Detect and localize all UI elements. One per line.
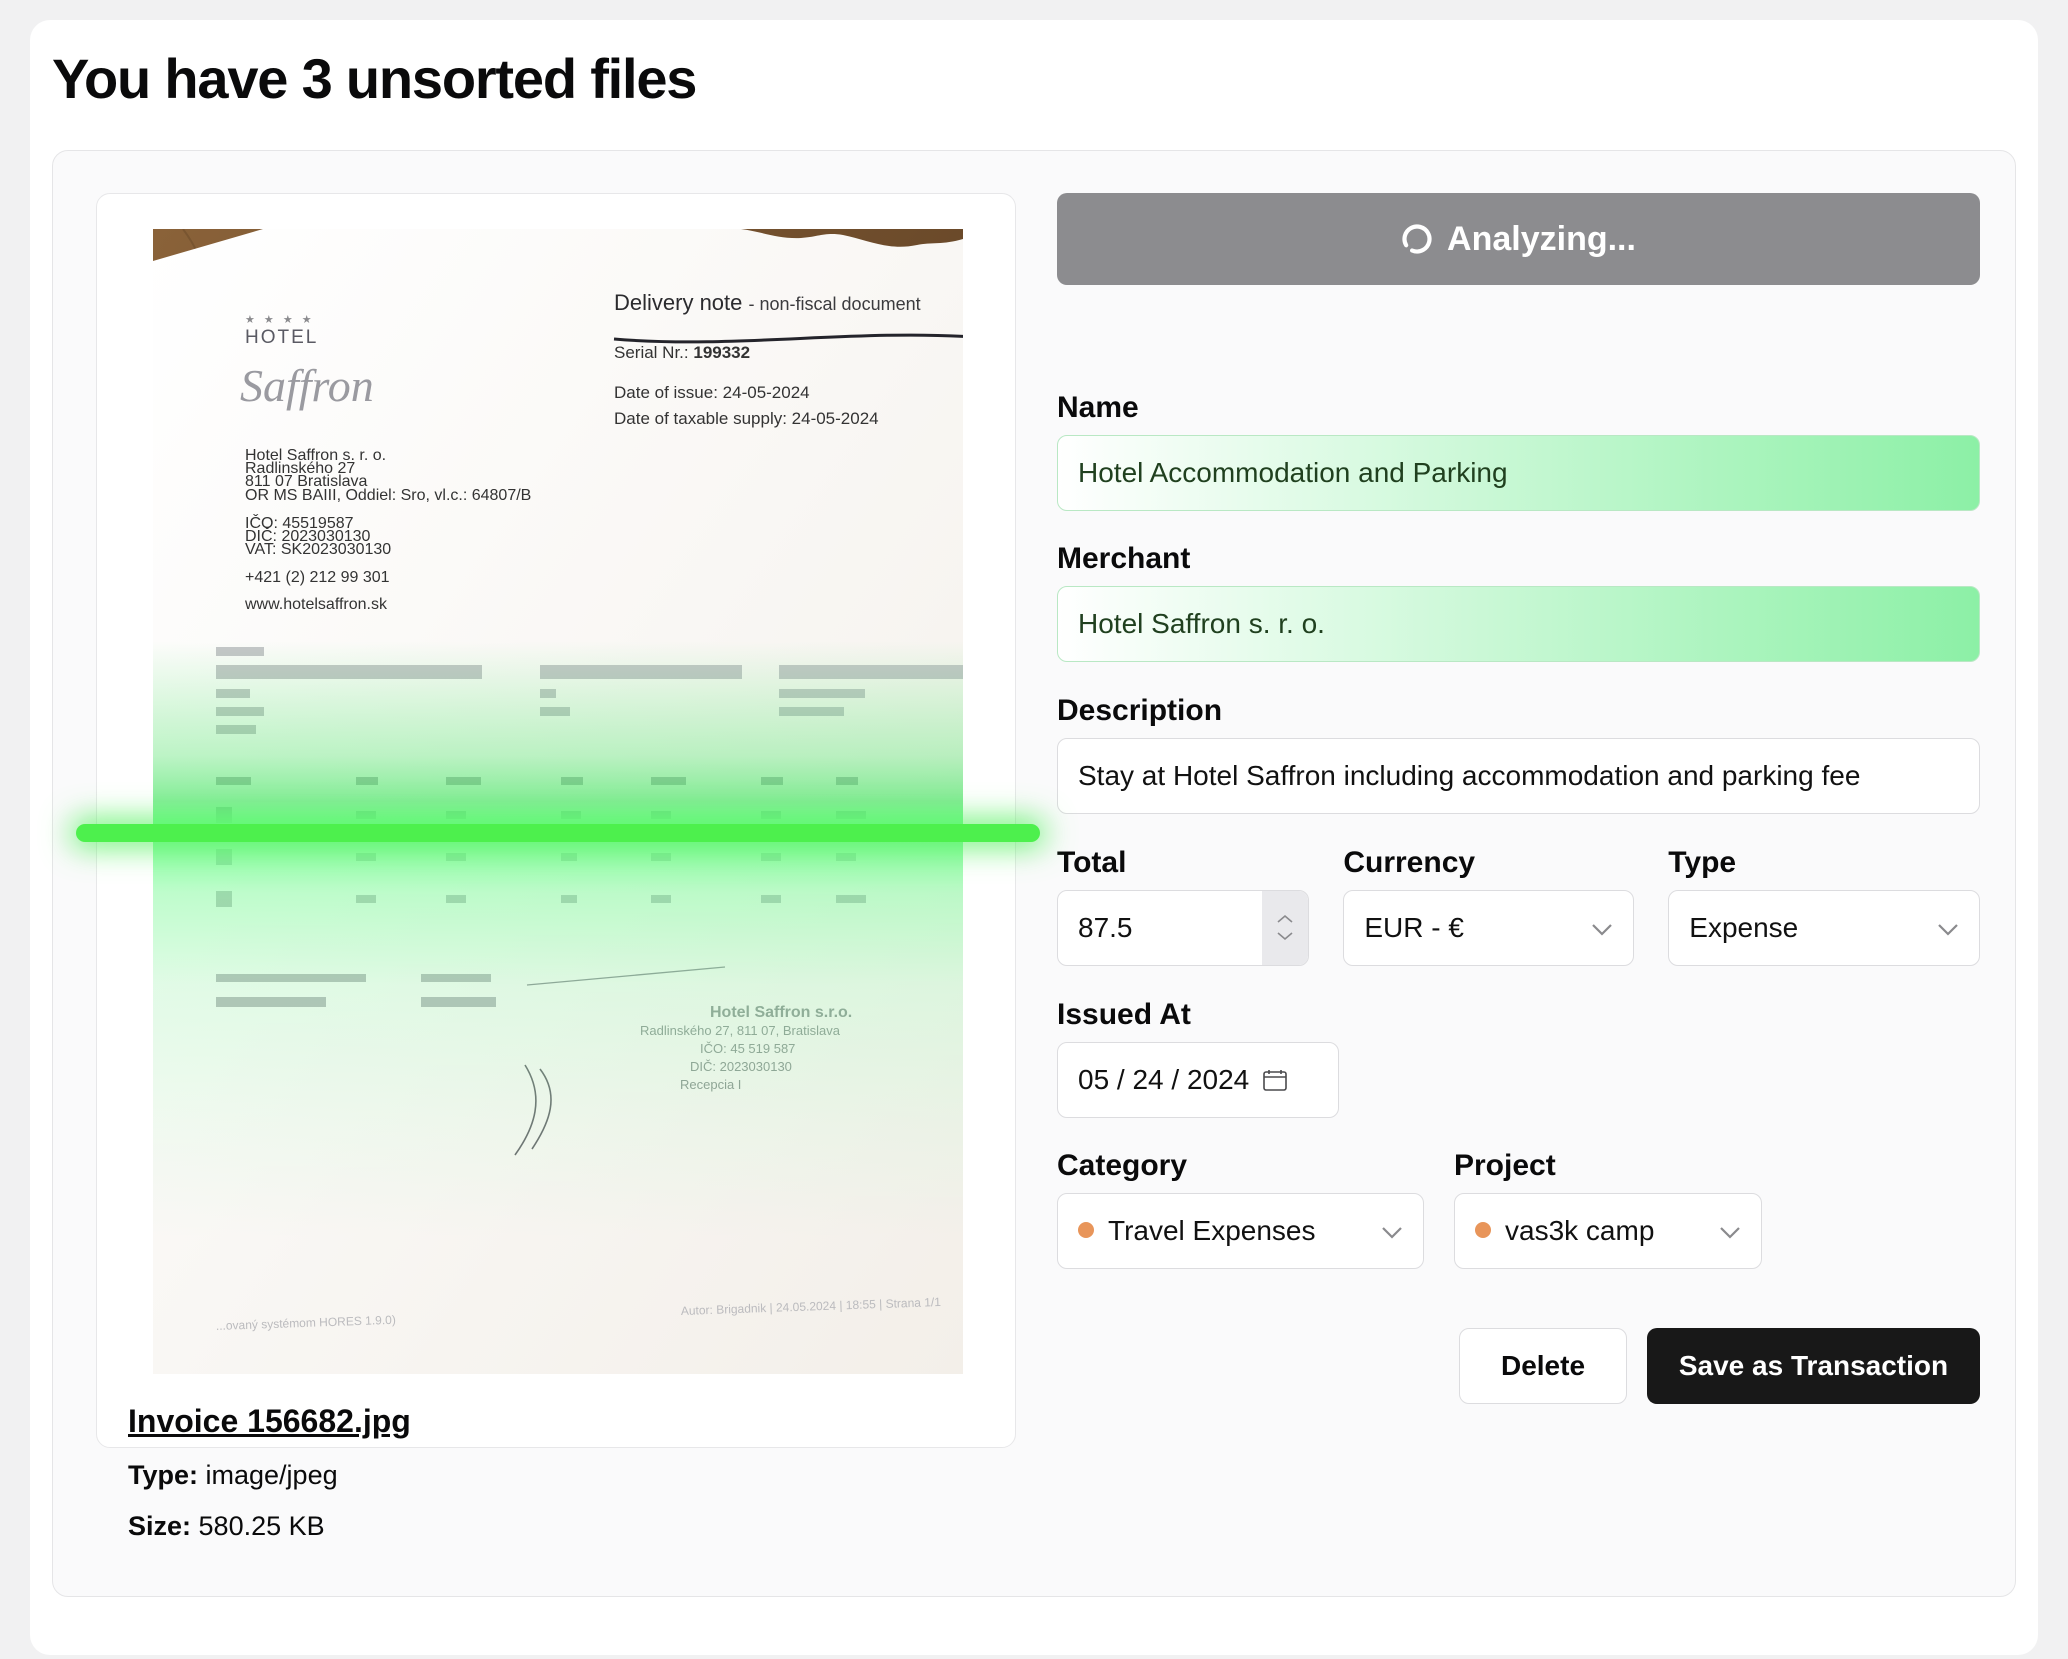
svg-text:OR MS BAIII, Oddiel: Sro, vl.c: OR MS BAIII, Oddiel: Sro, vl.c.: 64807/B — [245, 487, 531, 504]
svg-text:★ ★ ★ ★: ★ ★ ★ ★ — [245, 314, 315, 326]
svg-text:Hotel Saffron s.r.o.: Hotel Saffron s.r.o. — [710, 1004, 852, 1021]
svg-text:Date of issue: 24-05-2024: Date of issue: 24-05-2024 — [614, 383, 810, 402]
svg-text:www.hotelsaffron.sk: www.hotelsaffron.sk — [244, 596, 388, 613]
svg-text:Recepcia I: Recepcia I — [680, 1077, 741, 1092]
svg-text:+421 (2) 212 99 301: +421 (2) 212 99 301 — [245, 569, 390, 586]
svg-text:Serial Nr.: 199332: Serial Nr.: 199332 — [614, 343, 750, 362]
svg-text:Date of taxable supply: 24-05-: Date of taxable supply: 24-05-2024 — [614, 409, 879, 428]
svg-text:HOTEL: HOTEL — [245, 327, 318, 348]
svg-text:DIČ: 2023030130: DIČ: 2023030130 — [690, 1059, 792, 1074]
svg-text:Saffron: Saffron — [240, 360, 374, 411]
svg-text:Radlinského 27, 811 07, Bratis: Radlinského 27, 811 07, Bratislava — [640, 1023, 841, 1038]
svg-text:Delivery note - non-fiscal doc: Delivery note - non-fiscal document — [614, 290, 921, 315]
svg-text:VAT: SK2023030130: VAT: SK2023030130 — [245, 541, 391, 558]
svg-text:IČO: 45 519 587: IČO: 45 519 587 — [700, 1041, 795, 1056]
